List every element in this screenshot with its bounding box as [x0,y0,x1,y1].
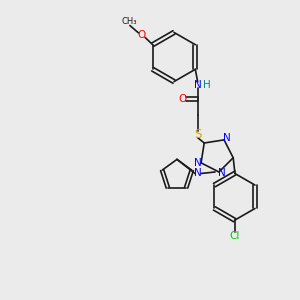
Text: S: S [194,128,201,141]
Text: N: N [223,134,230,143]
Text: O: O [137,30,146,40]
Text: Cl: Cl [230,231,240,241]
Text: CH₃: CH₃ [122,17,137,26]
Text: N: N [194,158,202,168]
Text: H: H [203,80,211,90]
Text: N: N [218,169,226,178]
Text: N: N [194,80,202,90]
Text: N: N [194,169,201,178]
Text: O: O [178,94,186,104]
